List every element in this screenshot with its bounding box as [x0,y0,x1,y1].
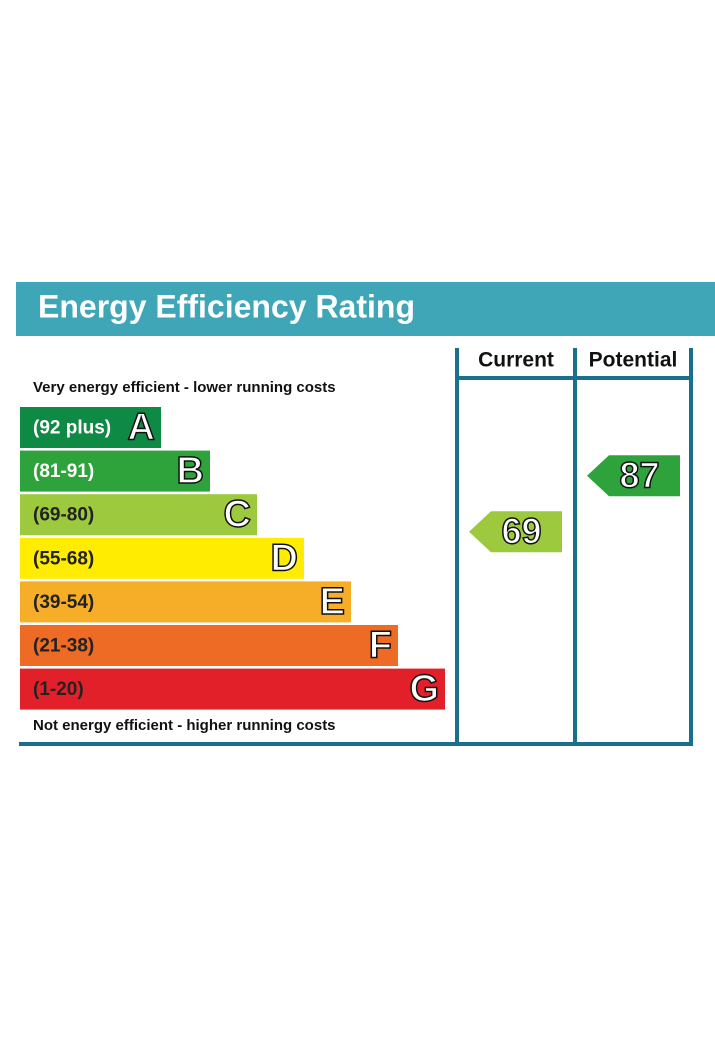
band-bar [20,450,210,492]
column-header: Potential [589,349,678,372]
band-letter: D [271,537,298,579]
band-letter: C [224,494,251,536]
band-range: (39-54) [33,592,94,613]
band-range: (21-38) [33,636,94,657]
band-letter: E [320,581,345,623]
band-bar [20,625,398,666]
band-letter: F [369,625,392,667]
rating-value: 87 [619,454,659,495]
band-letter: A [128,407,155,449]
frame [19,348,693,746]
band-range: (92 plus) [33,418,111,439]
column-header: Current [478,349,554,372]
band-range: (55-68) [33,548,94,569]
band-letter: G [409,668,439,710]
band-range: (1-20) [33,679,84,700]
bottom-note: Not energy efficient - higher running co… [33,717,336,734]
header-bar [16,282,715,336]
band-bar [20,668,445,710]
band-bar [20,407,161,448]
band-letter: B [177,450,204,492]
band-bar [20,581,351,623]
top-note: Very energy efficient - lower running co… [33,379,336,396]
band-bar [20,537,304,579]
rating-arrow [587,455,680,497]
band-bar [20,494,257,536]
rating-arrow [469,511,562,553]
band-range: (81-91) [33,461,94,482]
title: Energy Efficiency Rating [38,288,415,324]
band-range: (69-80) [33,505,94,526]
rating-value: 69 [501,510,541,551]
